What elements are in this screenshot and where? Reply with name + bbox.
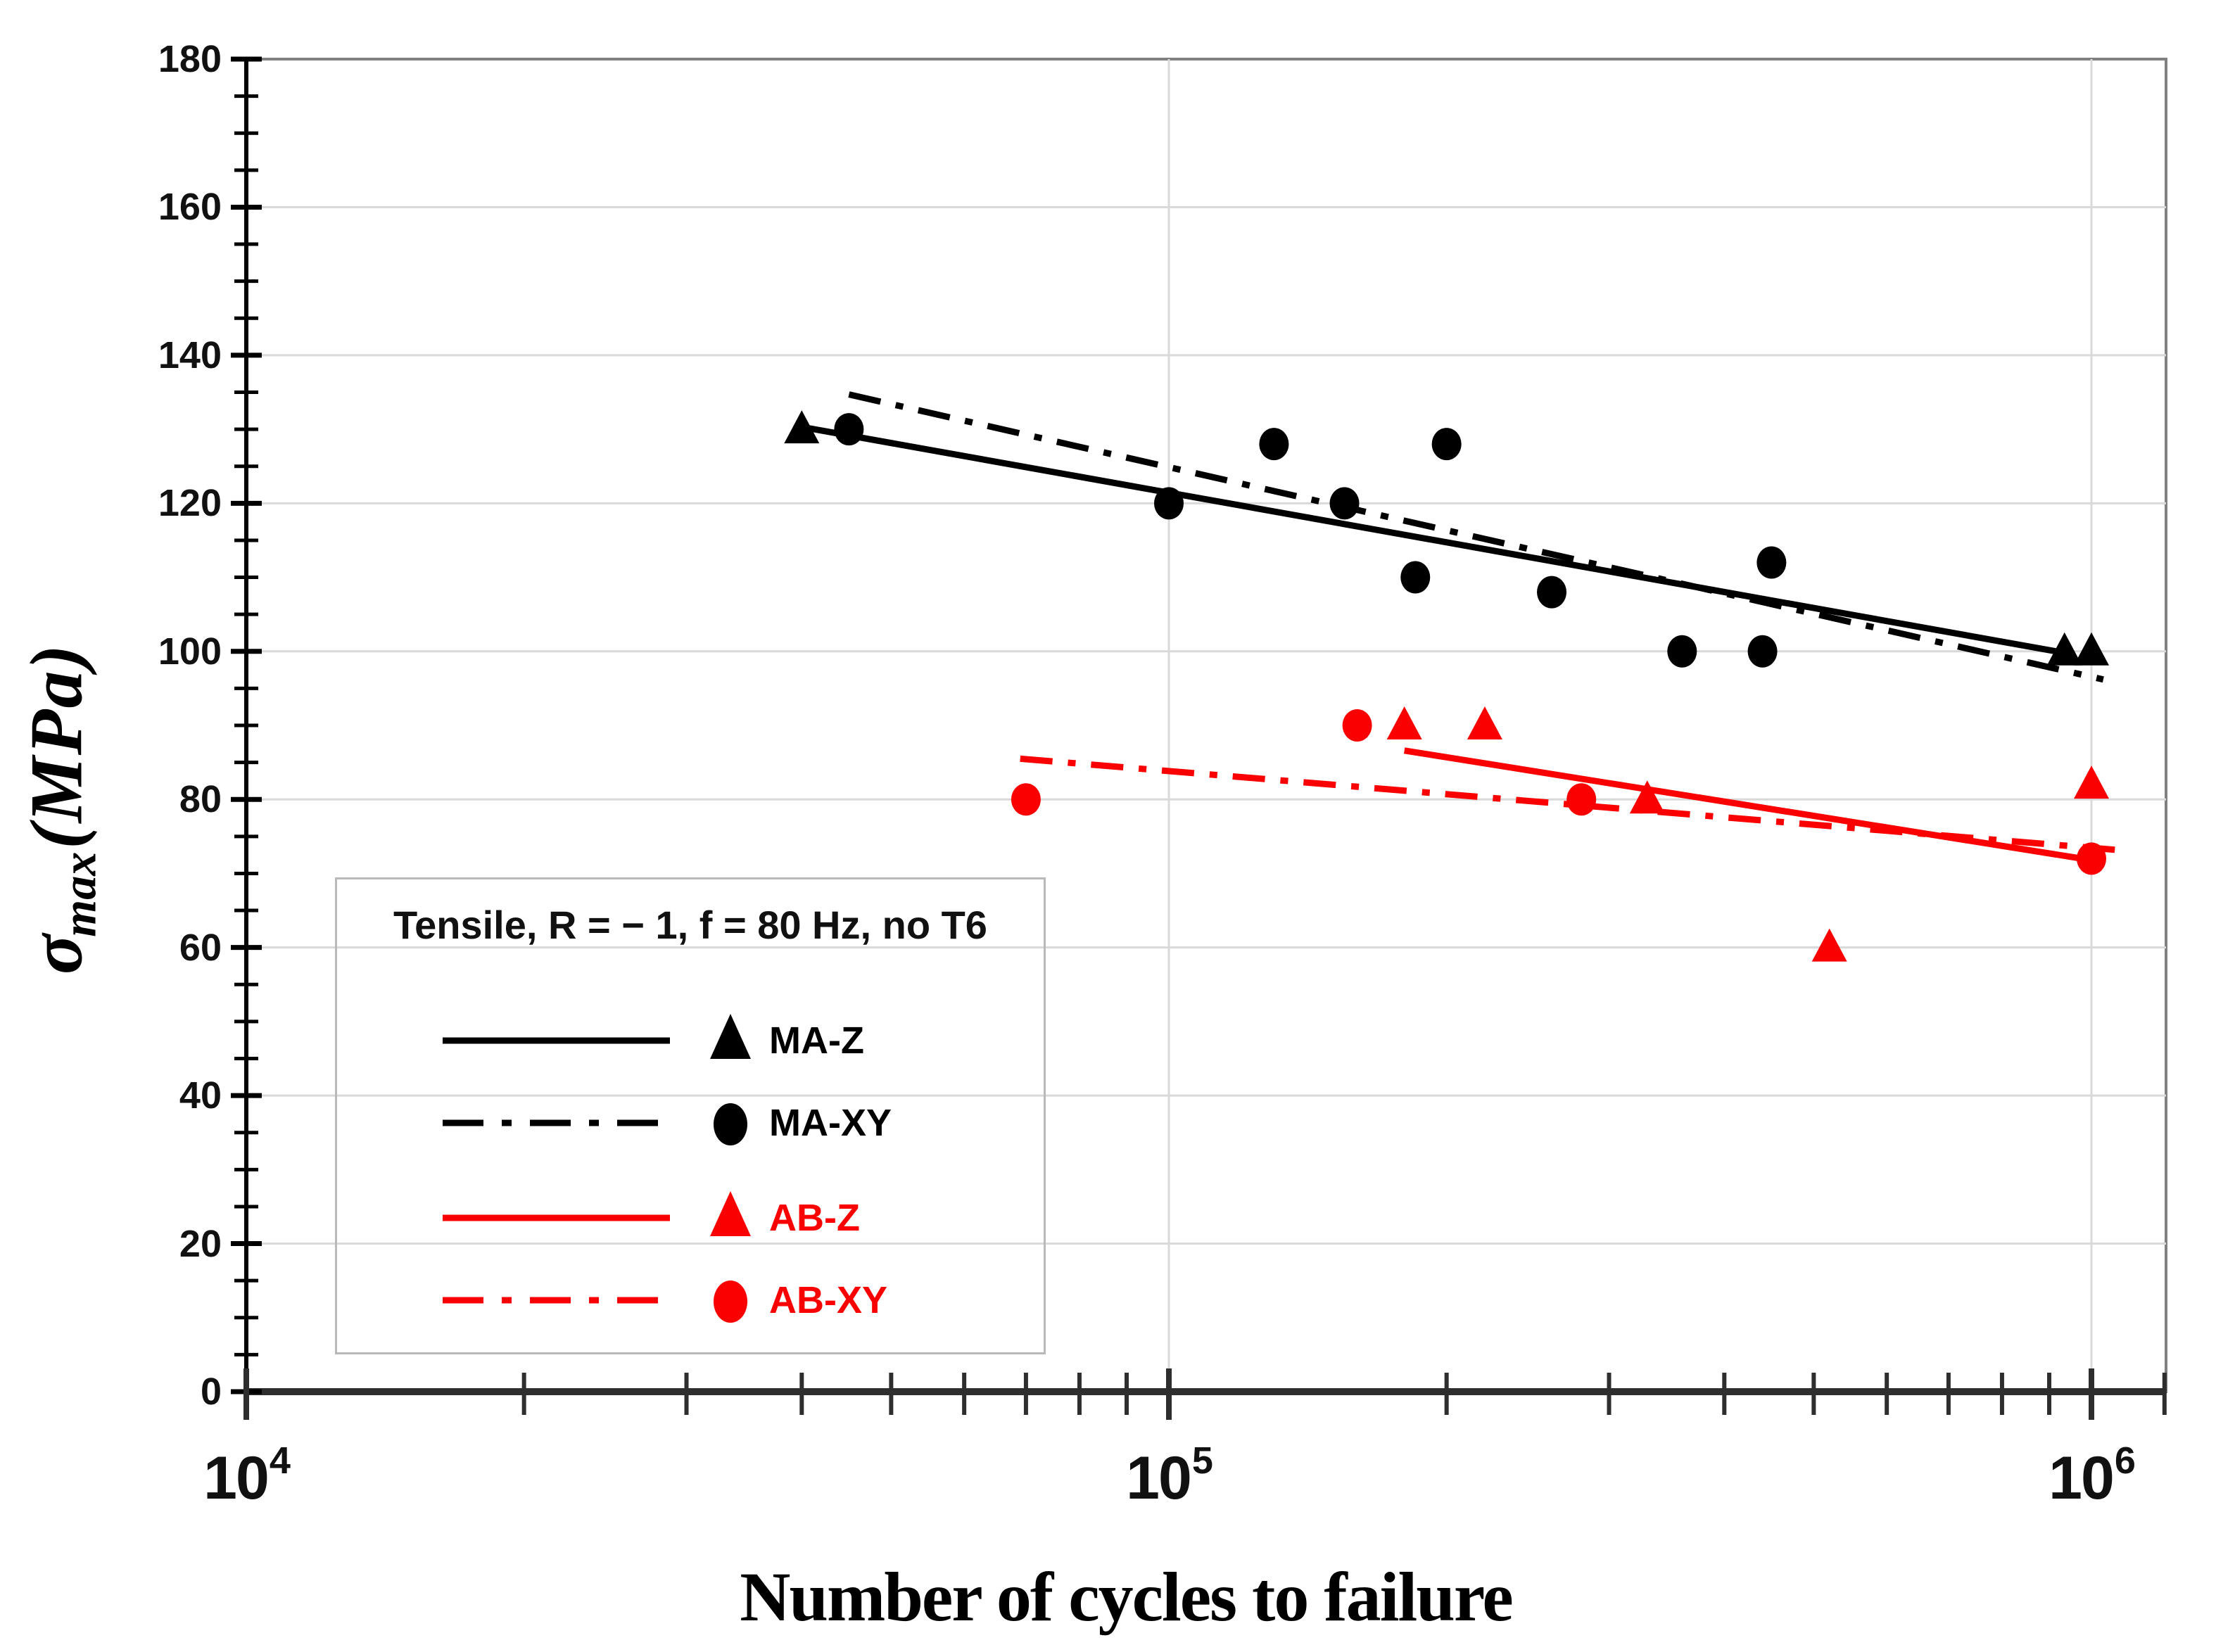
fatigue-sn-chart: 0 20 40 60 80 100 120 140 160 180 104 10… xyxy=(15,38,2167,1636)
chart-canvas xyxy=(231,56,2167,1420)
